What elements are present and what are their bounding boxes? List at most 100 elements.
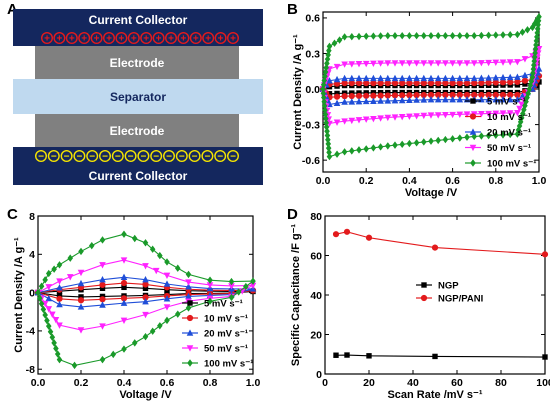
minus-charge-6: − [98,149,111,163]
b-data-point [493,31,499,39]
b-data-point [363,80,370,87]
b-data-point [521,77,529,84]
b-data-point [434,60,442,67]
c-data-point [35,288,41,297]
svg-text:+: + [205,34,211,45]
svg-text:+: + [106,34,112,45]
c-legend-label: 5 mV s⁻¹ [204,299,243,310]
b-data-point [449,74,456,82]
b-data-point [391,60,399,67]
b-x-tick-label: 0.6 [445,175,460,187]
c-legend-marker [187,359,193,367]
c-data-point [38,300,45,308]
b-data-point [326,42,333,51]
c-legend-marker [186,345,194,352]
c-data-point [42,276,48,284]
plus-charge-11: + [164,32,177,45]
b-data-point [391,97,399,104]
d-legend-marker [421,282,427,288]
d-series-1 [333,352,548,360]
svg-text:−: − [140,152,146,163]
panel-b-label: B [287,1,298,18]
minus-charge-13: − [188,149,201,163]
b-data-point [442,80,449,87]
c-legend-entry: 100 mV s⁻¹ [182,359,253,370]
b-data-point [348,74,356,82]
panel-c-label: C [7,206,18,223]
c-data-point [131,234,138,243]
c-data-point [142,276,149,283]
b-data-point [406,96,413,103]
b-data-point [514,130,521,138]
b-data-point [326,77,333,84]
c-data-point [99,262,106,269]
c-data-point [174,264,181,272]
d-y-tick-label: 80 [310,211,322,223]
minus-charge-3: − [60,149,73,163]
b-data-point [516,105,523,113]
plus-charge-12: + [177,32,190,45]
b-data-point [348,80,355,87]
svg-text:−: − [230,152,236,163]
b-data-point [413,74,420,82]
b-legend-entry: 20 mV s⁻¹ [465,128,531,139]
d-data-point [432,353,438,360]
d-x-tick-label: 100 [536,377,550,389]
b-data-point [456,96,464,103]
d-x-tick-label: 80 [495,377,507,389]
b-data-point [456,111,464,118]
b-data-point [355,98,363,105]
b-legend-label: 100 mV s⁻¹ [487,159,536,170]
b-legend-marker [470,159,476,167]
b-data-point [434,112,442,119]
c-y-tick-label: 0 [29,287,35,299]
c-x-tick-label: 1.0 [246,377,261,389]
b-data-point [399,80,406,87]
svg-text:+: + [81,34,87,45]
c-data-point [56,278,63,285]
c-data-point [66,274,74,281]
b-data-point [471,132,477,141]
d-data-point [344,352,350,358]
b-data-point [506,96,514,103]
d-legend-entry: NGP/PANI [416,294,483,305]
b-data-point [331,39,338,47]
b-data-point [341,74,348,82]
b-x-tick-label: 0.8 [488,175,503,187]
c-data-point [45,294,53,302]
c-data-point [228,293,235,302]
b-data-point [521,71,529,79]
b-data-point [377,74,384,82]
b-data-point [406,32,413,40]
b-data-point [521,56,529,63]
negative-charges: − − − − − − − − − − − − − − − − [35,149,239,163]
b-data-point [325,51,331,59]
b-data-point [506,59,514,66]
b-data-point [370,80,377,87]
b-data-point [456,60,464,67]
b-x-tick-label: 0.4 [402,175,417,187]
c-data-point [163,304,171,311]
b-data-point [478,79,485,87]
c-data-point [51,339,57,347]
positive-charges: + + + + + + + + + + + + + + + + [41,32,239,45]
c-data-point [164,258,170,266]
minus-charge-16: − [226,149,239,163]
svg-text:+: + [69,34,75,45]
b-data-point [420,80,427,87]
b-data-point [333,63,341,71]
b-data-point [324,55,331,63]
c-legend-entry: 10 mV s⁻¹ [182,314,248,325]
b-data-point [492,79,499,86]
b-data-point [427,96,435,103]
b-data-point [471,80,478,87]
d-data-point [365,234,373,241]
b-data-point [413,60,420,67]
separator-label: Separator [110,90,166,104]
b-data-point [362,60,370,68]
b-data-point [435,136,441,145]
b-data-point [428,32,434,40]
c-data-point [37,294,43,302]
c-data-point [110,350,117,359]
c-data-point [56,300,63,308]
